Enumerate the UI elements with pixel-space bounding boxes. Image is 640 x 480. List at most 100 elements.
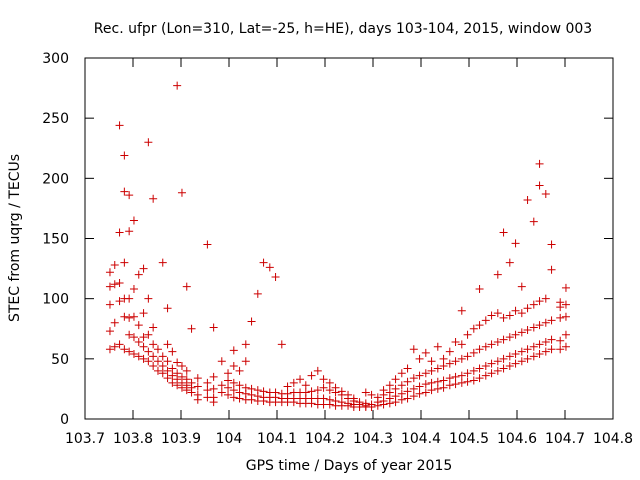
data-point [505, 311, 514, 320]
data-point [105, 268, 114, 277]
data-point [535, 297, 544, 306]
data-point [173, 358, 182, 367]
data-point [433, 384, 442, 393]
data-point [125, 227, 134, 236]
data-point [403, 364, 412, 373]
data-point [556, 313, 565, 322]
data-point [125, 294, 134, 303]
data-point [505, 258, 514, 267]
data-point [247, 384, 256, 393]
data-point [529, 323, 538, 332]
data-point [487, 369, 496, 378]
chart-title: Rec. ufpr (Lon=310, Lat=-25, h=HE), days… [94, 21, 592, 37]
data-point [541, 318, 550, 327]
data-point [259, 387, 268, 396]
data-point [415, 354, 424, 363]
data-point [415, 382, 424, 391]
data-point [427, 357, 436, 366]
plot-frame [84, 57, 614, 420]
y-tick-label: 0 [60, 412, 69, 428]
data-point [535, 350, 544, 359]
data-point [547, 240, 556, 249]
data-point [163, 340, 172, 349]
data-point [439, 354, 448, 363]
data-point [153, 345, 162, 354]
data-point [144, 330, 153, 339]
data-point [158, 369, 167, 378]
data-point [203, 378, 212, 387]
data-point [129, 285, 138, 294]
data-point [433, 377, 442, 386]
data-point [499, 335, 508, 344]
data-point [241, 340, 250, 349]
data-point [535, 159, 544, 168]
data-point [469, 366, 478, 375]
data-point [511, 350, 520, 359]
data-point [105, 300, 114, 309]
data-point [153, 357, 162, 366]
data-point [134, 352, 143, 361]
data-point [217, 388, 226, 397]
x-tick-label: 104.3 [353, 431, 393, 447]
data-point [493, 270, 502, 279]
y-tick-label: 300 [42, 51, 69, 67]
data-point [313, 386, 322, 395]
data-point [541, 294, 550, 303]
data-point [115, 340, 124, 349]
data-point [134, 337, 143, 346]
data-point [475, 374, 484, 383]
data-point [337, 387, 346, 396]
data-point [134, 321, 143, 330]
x-tick-label: 104 [216, 431, 243, 447]
data-point [529, 217, 538, 226]
data-point [125, 191, 134, 200]
data-point [120, 151, 129, 160]
data-point [556, 336, 565, 345]
data-point [115, 279, 124, 288]
data-point [173, 369, 182, 378]
data-point [217, 357, 226, 366]
data-point [144, 294, 153, 303]
data-point [319, 375, 328, 384]
data-point [385, 381, 394, 390]
data-point [427, 386, 436, 395]
data-point [139, 333, 148, 342]
data-point [105, 345, 114, 354]
data-point [144, 347, 153, 356]
x-tick-label: 103.8 [113, 431, 153, 447]
data-point [445, 347, 454, 356]
data-point [451, 357, 460, 366]
data-point [331, 396, 340, 405]
data-point [421, 348, 430, 357]
data-point [182, 375, 191, 384]
data-point [523, 354, 532, 363]
y-tick-label: 200 [42, 171, 69, 187]
data-point [451, 337, 460, 346]
data-point [224, 383, 233, 392]
data-point [561, 330, 570, 339]
data-point [421, 369, 430, 378]
data-point [373, 393, 382, 402]
data-point [355, 398, 364, 407]
data-point [158, 352, 167, 361]
data-point [541, 189, 550, 198]
data-point [271, 273, 280, 282]
data-point [224, 369, 233, 378]
data-point [493, 309, 502, 318]
data-point [487, 359, 496, 368]
data-point [319, 394, 328, 403]
data-point [523, 325, 532, 334]
data-point [144, 138, 153, 147]
data-point [445, 374, 454, 383]
data-point [301, 381, 310, 390]
data-point [307, 371, 316, 380]
data-point [535, 321, 544, 330]
data-point [209, 372, 218, 381]
data-point [120, 345, 129, 354]
data-point [319, 383, 328, 392]
x-axis-label: GPS time / Days of year 2015 [246, 458, 453, 474]
data-point [517, 357, 526, 366]
data-point [203, 386, 212, 395]
data-point [229, 378, 238, 387]
